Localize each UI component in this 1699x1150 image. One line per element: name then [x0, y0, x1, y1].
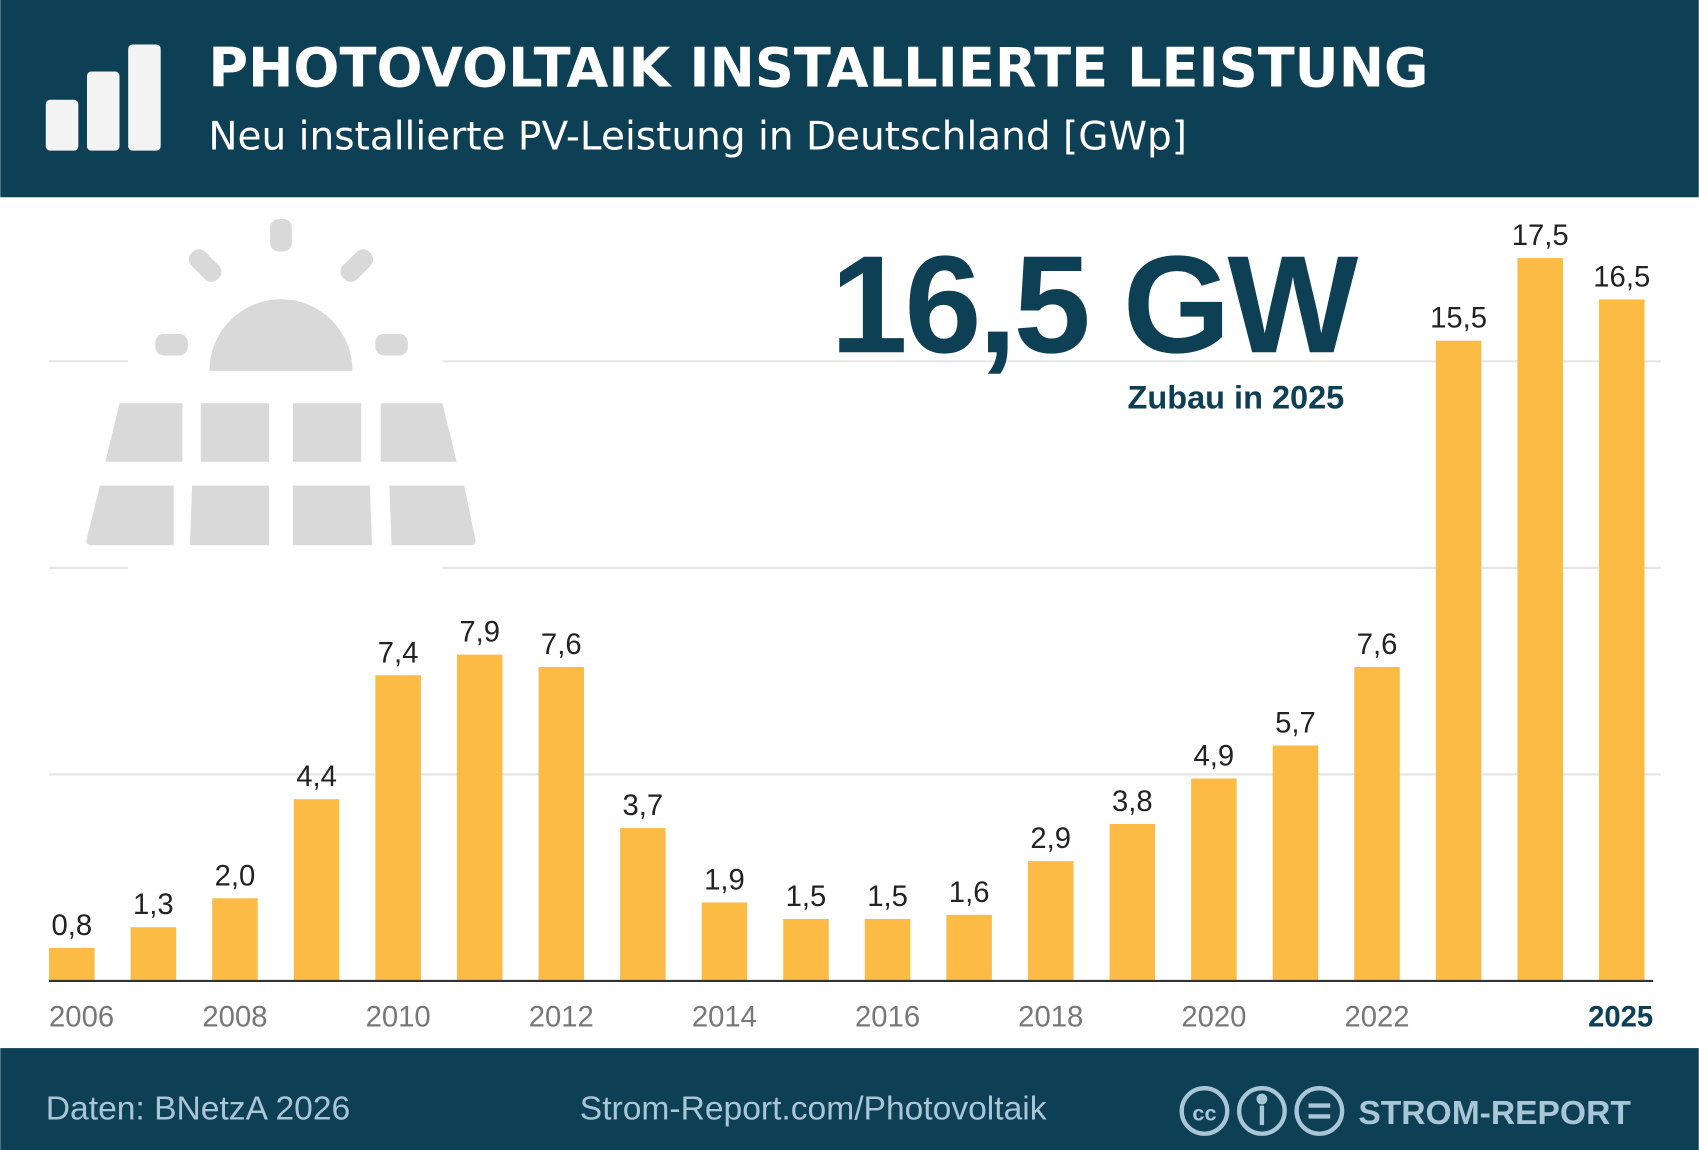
tick-label-2018: 2018: [1018, 1001, 1083, 1033]
svg-text:cc: cc: [1192, 1101, 1216, 1126]
chart-subtitle: Neu installierte PV-Leistung in Deutschl…: [208, 115, 1187, 160]
by-icon: [1236, 1086, 1287, 1136]
brand-logo-text: STROM-REPORT: [1358, 1095, 1631, 1132]
bar-2017: [946, 914, 992, 981]
tick-label-2012: 2012: [529, 1001, 594, 1033]
bar-2023: [1435, 340, 1482, 981]
tick-label-2022: 2022: [1344, 1001, 1409, 1033]
bar-2015: [783, 918, 829, 981]
highlight-value: 16,5 GW: [831, 227, 1359, 382]
header-band: [0, 0, 1699, 198]
bar-2009: [293, 799, 340, 981]
bar-2022: [1354, 666, 1400, 981]
value-label-2015: 1,5: [786, 881, 827, 913]
bar-2006: [49, 947, 95, 981]
tick-label-2014: 2014: [692, 1001, 757, 1033]
bar-chart-icon: [45, 44, 161, 151]
bar-2025: [1599, 299, 1645, 981]
highlight-caption: Zubau in 2025: [1128, 380, 1345, 416]
source-text: Daten: BNetzA 2026: [46, 1091, 350, 1128]
tick-label-2025: 2025: [1588, 1001, 1653, 1033]
tick-label-2006: 2006: [49, 1001, 114, 1033]
value-label-2009: 4,4: [296, 761, 337, 793]
value-label-2012: 7,6: [541, 629, 582, 661]
bars: 0,8 1,3 2,0 4,4 7,4 7,9 7,6 3,7 1,9 1,5 1,5 1,6 2,9 3…: [49, 220, 1654, 982]
value-label-2011: 7,9: [459, 617, 500, 649]
value-label-2023: 15,5: [1430, 303, 1487, 335]
value-label-2006: 0,8: [51, 910, 92, 942]
value-label-2017: 1,6: [949, 877, 990, 909]
tick-label-2020: 2020: [1181, 1001, 1246, 1033]
x-axis-ticks: 2006 2008 2010 2012 2014 2016 2018 2020 2022 2025: [49, 1001, 1653, 1033]
bar-2019: [1109, 823, 1156, 981]
bar-2021: [1272, 745, 1319, 981]
tick-label-2008: 2008: [202, 1001, 267, 1033]
value-label-2016: 1,5: [867, 881, 908, 913]
nd-icon: [1294, 1086, 1345, 1136]
footer-band: [0, 1048, 1699, 1150]
tick-label-2010: 2010: [366, 1001, 431, 1033]
cc-icon: cc: [1179, 1086, 1230, 1136]
bar-2011: [456, 654, 503, 981]
value-label-2024: 17,5: [1512, 220, 1569, 252]
bar-2008: [212, 898, 258, 981]
bar-2010: [375, 675, 421, 981]
bar-2013: [620, 828, 666, 981]
bar-2014: [701, 902, 748, 981]
solar-panel-icon: [65, 211, 499, 570]
tick-label-2016: 2016: [855, 1001, 920, 1033]
bar-2016: [864, 918, 911, 981]
value-label-2018: 2,9: [1030, 823, 1071, 855]
value-label-2014: 1,9: [704, 864, 745, 896]
bar-2020: [1191, 778, 1237, 981]
value-label-2025: 16,5: [1593, 261, 1650, 293]
value-label-2019: 3,8: [1112, 786, 1153, 818]
value-label-2020: 4,9: [1194, 741, 1235, 773]
value-label-2013: 3,7: [623, 790, 664, 822]
source-url-link[interactable]: Strom-Report.com/Photovoltaik: [580, 1091, 1047, 1128]
bar-2007: [130, 927, 177, 981]
value-label-2022: 7,6: [1357, 629, 1398, 661]
value-label-2010: 7,4: [378, 637, 419, 669]
bar-2024: [1517, 258, 1563, 981]
value-label-2008: 2,0: [215, 860, 256, 892]
value-label-2021: 5,7: [1275, 707, 1316, 739]
chart-title: PHOTOVOLTAIK INSTALLIERTE LEISTUNG: [208, 37, 1428, 100]
bar-2012: [538, 666, 585, 981]
value-label-2007: 1,3: [133, 889, 174, 921]
bar-2018: [1027, 861, 1074, 981]
